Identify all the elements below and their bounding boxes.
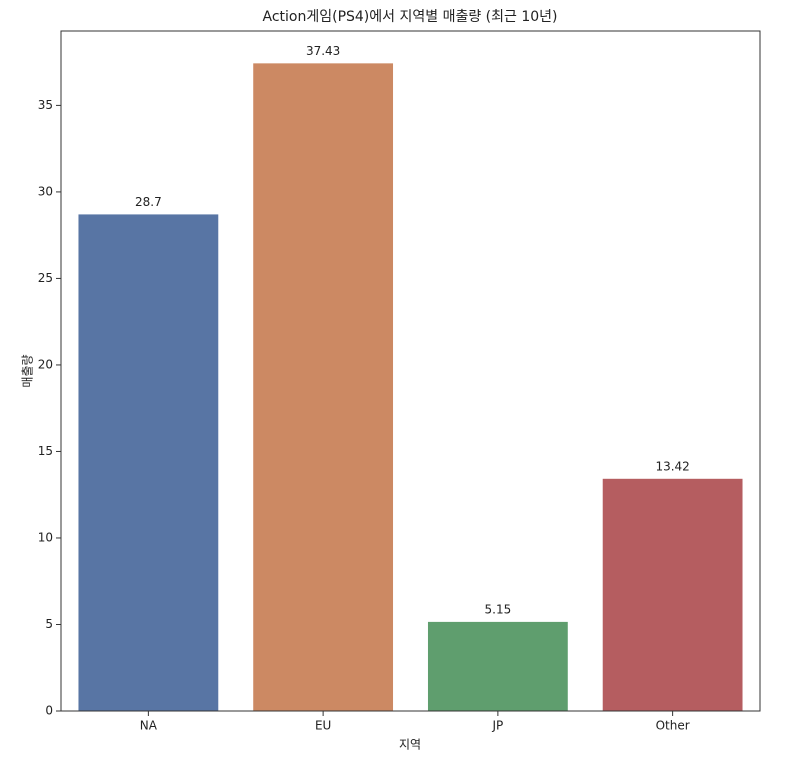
x-axis-label: 지역: [399, 738, 421, 752]
y-tick-label: 10: [38, 530, 53, 544]
value-label: 37.43: [306, 44, 340, 58]
bar: [253, 63, 394, 711]
plot-frame: [60, 30, 761, 712]
y-tick-label: 20: [38, 357, 53, 371]
x-tick-label: Other: [656, 719, 690, 733]
value-label: 5.15: [485, 602, 512, 616]
x-tick-label: JP: [491, 719, 503, 733]
x-tick-label: EU: [315, 719, 331, 733]
chart-title: Action게임(PS4)에서 지역별 매출량 (최근 10년): [263, 9, 558, 25]
y-tick-label: 30: [38, 184, 53, 198]
y-tick-label: 0: [45, 704, 53, 718]
y-tick-label: 15: [38, 444, 53, 458]
y-axis-label: 매출량: [21, 354, 35, 387]
value-label: 13.42: [655, 459, 689, 473]
y-tick-label: 35: [38, 98, 53, 112]
y-tick-label: 25: [38, 271, 53, 285]
bar: [427, 621, 568, 711]
bar: [78, 214, 219, 711]
x-tick-label: NA: [140, 719, 158, 733]
bar: [602, 478, 743, 711]
value-label: 28.7: [135, 195, 162, 209]
y-tick-label: 5: [45, 617, 53, 631]
